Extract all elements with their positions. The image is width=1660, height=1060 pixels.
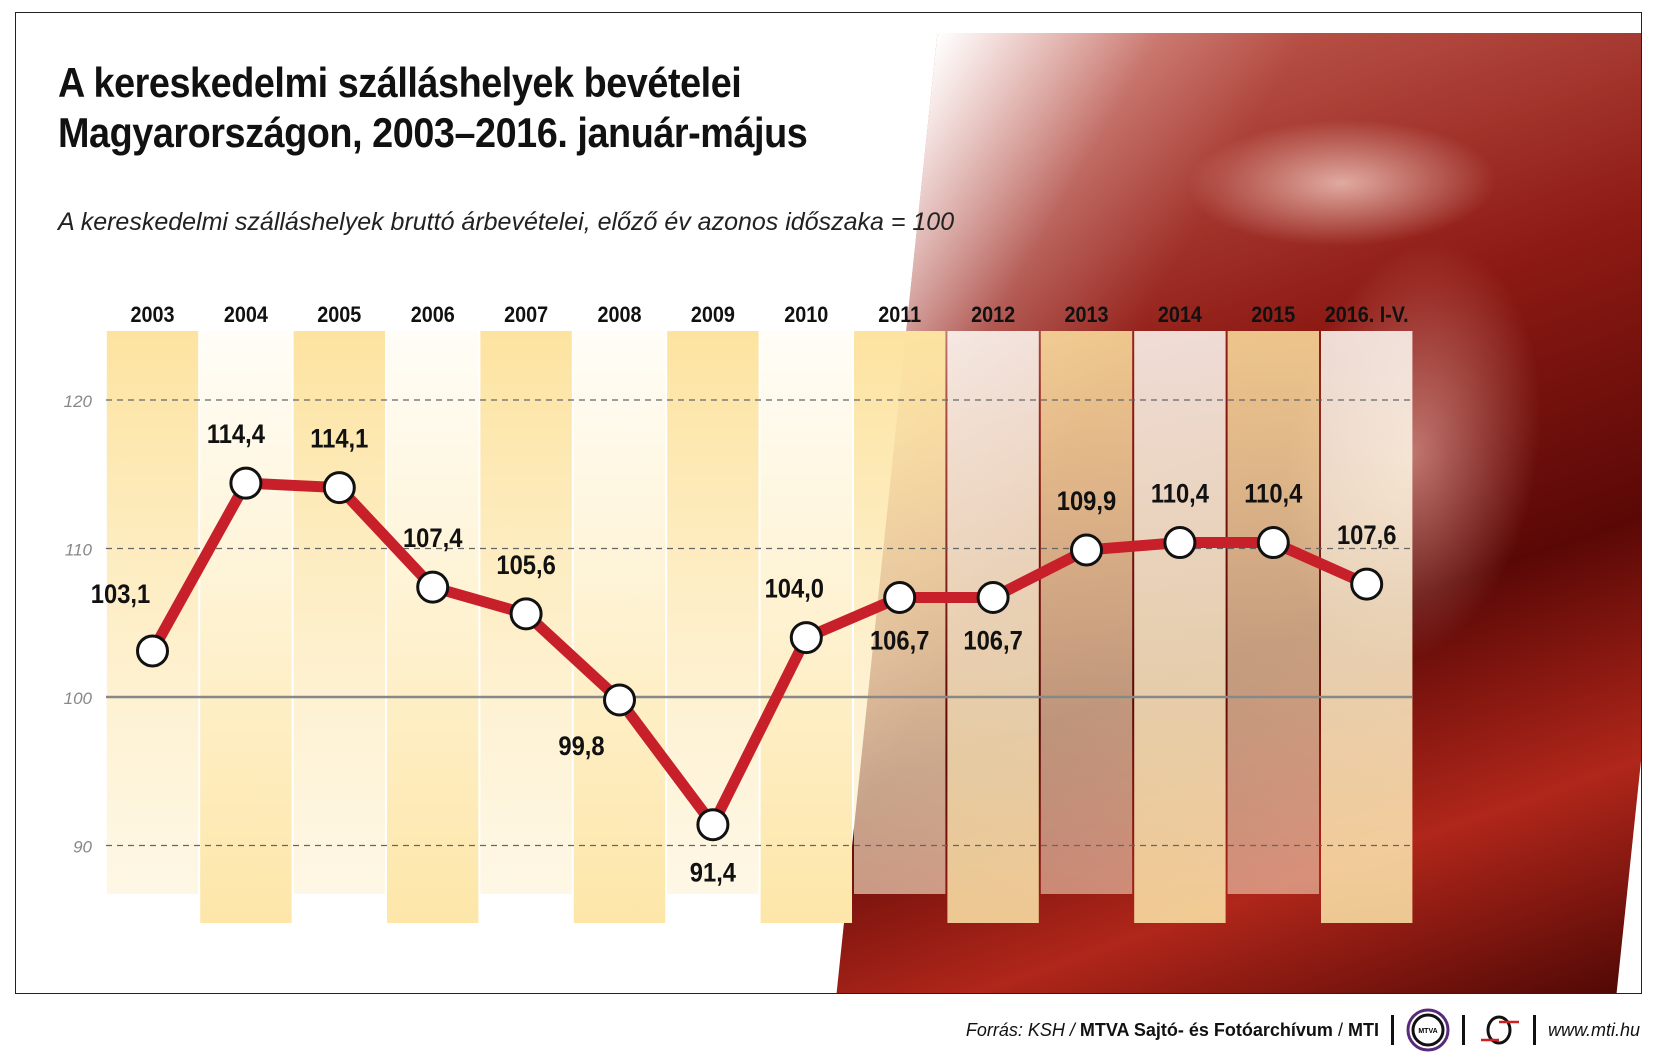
x-tick-label: 2013: [1064, 303, 1108, 327]
column-band-2006: [387, 331, 479, 923]
column-band-2003: [106, 331, 199, 894]
source-sep: /: [1337, 1019, 1343, 1040]
data-point: [1163, 526, 1197, 560]
data-point: [136, 634, 169, 668]
column-band-2012: [947, 331, 1039, 923]
mti-logo-icon: [1480, 1015, 1519, 1045]
data-point: [1256, 526, 1290, 560]
data-point: [229, 466, 263, 500]
title-line-2: Magyarországon, 2003–2016. január-május: [58, 109, 808, 156]
x-tick-label: 2011: [878, 303, 921, 327]
source-archive: MTVA Sajtó- és Fotóarchívum: [1079, 1019, 1333, 1040]
data-point: [883, 581, 917, 615]
divider: [1532, 1015, 1536, 1045]
data-point: [509, 597, 543, 631]
column-band-2004: [200, 331, 292, 923]
website-url: www.mti.hu: [1547, 1019, 1640, 1040]
divider: [1390, 1015, 1394, 1045]
x-tick-label: 2016. I-V.: [1325, 303, 1409, 327]
data-label: 105,6: [496, 550, 555, 580]
x-tick-label: 2010: [784, 303, 828, 327]
chart-title: A kereskedelmi szálláshelyek bevételei M…: [58, 58, 808, 158]
y-tick-label: 100: [64, 689, 93, 708]
data-label: 91,4: [690, 858, 736, 888]
x-tick-label: 2009: [691, 303, 735, 327]
column-band-2008: [573, 331, 666, 923]
footer: Forrás: KSH / MTVA Sajtó- és Fotóarchívu…: [965, 1008, 1640, 1052]
y-tick-label: 120: [64, 392, 93, 411]
column-band-2014: [1134, 331, 1226, 923]
x-tick-label: 2003: [130, 303, 174, 327]
data-label: 104,0: [765, 574, 824, 604]
data-point: [976, 581, 1010, 615]
data-label: 114,1: [310, 424, 368, 454]
source-prefix: Forrás: KSH /: [965, 1019, 1075, 1040]
data-point: [322, 471, 356, 505]
source-mti: MTI: [1347, 1019, 1379, 1040]
data-point: [789, 621, 823, 655]
data-label: 110,4: [1244, 479, 1302, 509]
title-line-1: A kereskedelmi szálláshelyek bevételei: [58, 59, 742, 106]
data-label: 114,4: [207, 420, 265, 450]
data-point: [696, 808, 730, 842]
x-tick-label: 2006: [411, 303, 455, 327]
column-band-2009: [667, 331, 759, 894]
x-tick-label: 2004: [224, 303, 268, 327]
mtva-logo: MTVA: [1406, 1008, 1450, 1052]
column-band-2015: [1227, 331, 1319, 894]
data-point: [1070, 533, 1103, 567]
data-label: 107,6: [1337, 521, 1396, 551]
column-band-2016. I-V.: [1321, 331, 1413, 923]
data-label: 99,8: [558, 732, 604, 762]
data-point: [1350, 567, 1384, 601]
svg-text:MTVA: MTVA: [1418, 1028, 1437, 1035]
data-point: [603, 683, 636, 717]
column-band-2005: [293, 331, 385, 894]
divider: [1461, 1015, 1465, 1045]
data-label: 109,9: [1057, 487, 1116, 517]
column-band-2013: [1040, 331, 1133, 894]
y-tick-label: 90: [73, 838, 92, 857]
x-tick-label: 2014: [1158, 303, 1202, 327]
x-tick-label: 2007: [504, 303, 548, 327]
data-point: [416, 570, 450, 604]
y-tick-label: 110: [65, 541, 93, 560]
x-tick-label: 2005: [317, 303, 361, 327]
data-label: 110,4: [1151, 479, 1209, 509]
data-label: 106,7: [963, 626, 1022, 656]
data-label: 107,4: [403, 524, 462, 554]
data-label: 106,7: [870, 626, 929, 656]
x-tick-label: 2008: [597, 303, 641, 327]
x-tick-label: 2015: [1251, 303, 1295, 327]
data-label: 103,1: [91, 580, 150, 610]
chart-subtitle: A kereskedelmi szálláshelyek bruttó árbe…: [58, 208, 955, 236]
x-tick-label: 2012: [971, 303, 1015, 327]
